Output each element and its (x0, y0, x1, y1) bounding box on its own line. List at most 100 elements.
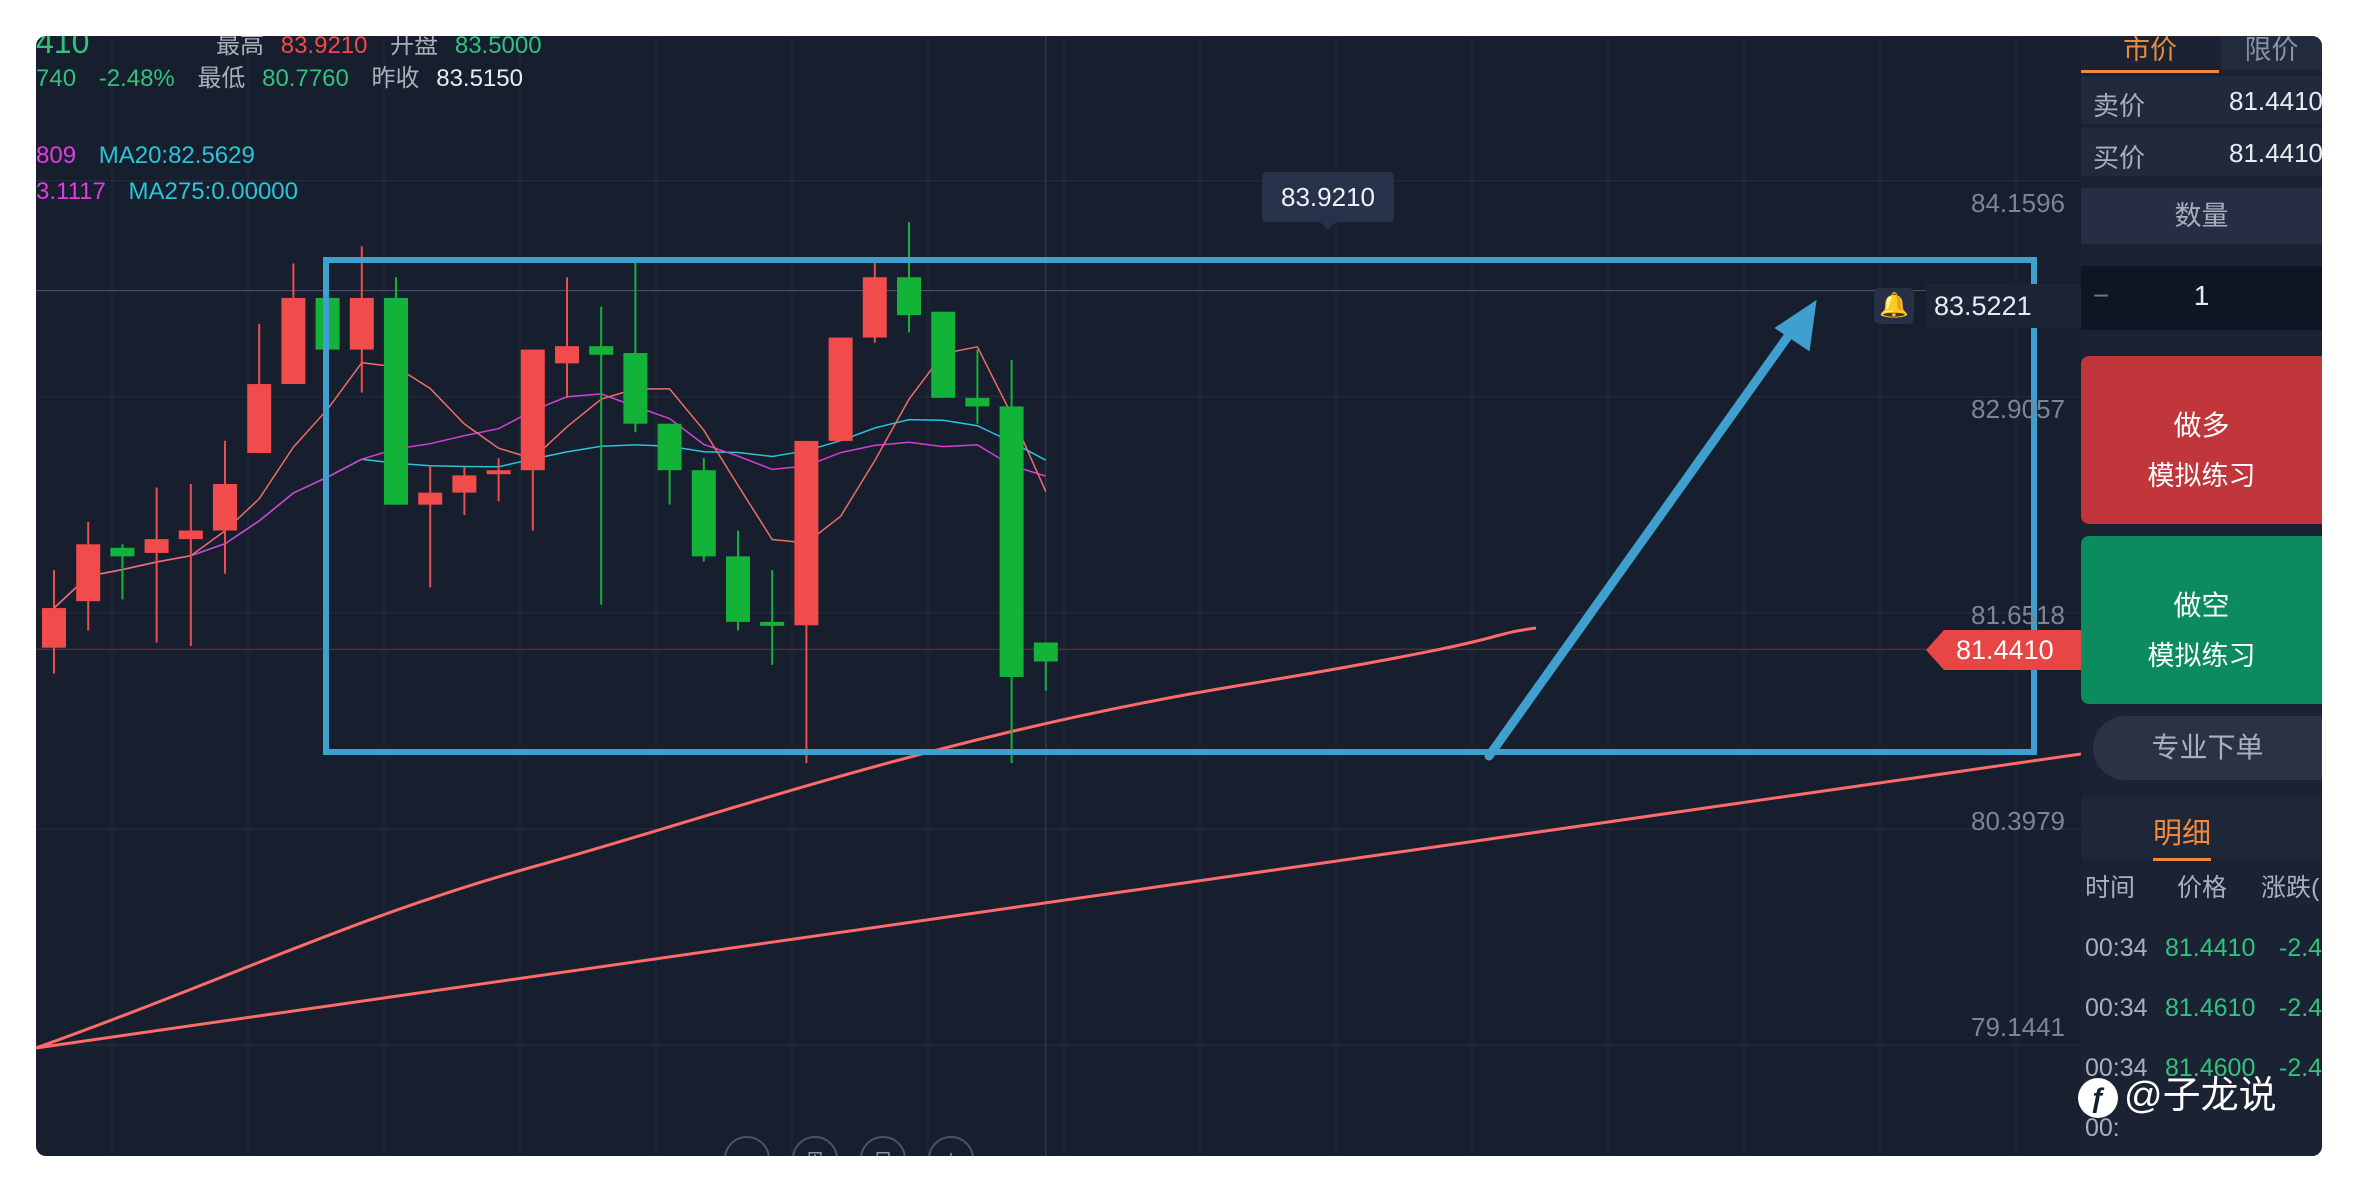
bell-icon[interactable]: 🔔 (1874, 288, 1914, 324)
range-box (323, 257, 2037, 755)
candle-body (794, 440, 819, 626)
trade-change: -2.4 (2279, 994, 2322, 1022)
buy-price-label: 买价 (2093, 143, 2146, 173)
ma5-line (53, 345, 1047, 609)
weibo-logo-icon: ƒ (2078, 1077, 2118, 1118)
table-row: 00:34 81.4410 -2.4 (2081, 934, 2322, 994)
trade-time: 00:34 (2085, 934, 2148, 962)
long-ma-curve (36, 626, 1537, 1050)
order-type-tabs: 市价 限价 (2081, 36, 2322, 73)
high-value: 83.9210 (280, 36, 368, 59)
candle-body (589, 346, 614, 355)
candle-body (555, 346, 579, 364)
candle-body (486, 470, 511, 475)
order-panel: 市价 限价 卖价 81.4410 买价 81.4410 数量 1 − 做多 模拟… (2081, 36, 2322, 1156)
sell-price-row: 卖价 81.4410 (2081, 76, 2322, 124)
tab-limit-price[interactable]: 限价 (2221, 36, 2322, 70)
candle-body (144, 539, 169, 553)
table-row: 00:34 81.4610 -2.4 (2081, 994, 2322, 1054)
ma10-value-partial: 809 (36, 142, 77, 169)
candle-body (178, 530, 203, 540)
tab-detail-label: 明细 (2153, 810, 2212, 861)
candle-body (623, 353, 648, 424)
quantity-title: 数量 (2081, 188, 2322, 244)
candle-body (999, 406, 1024, 677)
high-tooltip: 83.9210 (1262, 172, 1394, 230)
current-price-tag: 81.4410 (1926, 630, 2081, 670)
chart-canvas[interactable] (36, 36, 2081, 1156)
sell-price-value: 81.4410 (2229, 86, 2322, 116)
trade-change: -2.4 (2279, 1054, 2322, 1082)
table-row: 00: (2081, 1114, 2322, 1156)
sell-price-label: 卖价 (2093, 91, 2146, 121)
prev-close-value: 83.5150 (436, 65, 523, 92)
info-row-0: 410 最高 83.9210 开盘 83.5000 (36, 36, 542, 61)
buy-long-label: 做多 (2173, 410, 2230, 441)
tab-detail[interactable]: 明细 (2081, 798, 2322, 861)
open-value: 83.5000 (454, 36, 542, 59)
change-value: 740 (36, 65, 77, 92)
sell-short-sublabel: 模拟练习 (2147, 641, 2256, 671)
pro-order-button[interactable]: 专业下单 (2093, 716, 2322, 780)
info-row-1: 740 -2.48% 最低 80.7760 昨收 83.5150 (36, 58, 523, 93)
buy-price-row: 买价 81.4410 (2081, 128, 2322, 176)
candle-body (76, 544, 101, 602)
candle-body (520, 349, 545, 471)
open-label: 开盘 (390, 36, 439, 59)
up-arrow-shaft (1484, 313, 1806, 761)
candle-body (760, 621, 785, 626)
candle-body (247, 384, 272, 453)
candle-body (281, 297, 306, 385)
watermark-text: @子龙说 (2124, 1075, 2277, 1117)
candle-body (418, 492, 443, 505)
candle-body (110, 547, 135, 557)
last-price-partial: 410 (36, 36, 90, 60)
quantity-stepper[interactable]: 1 − (2081, 266, 2322, 330)
low-value: 80.7760 (262, 65, 349, 92)
candle-body (384, 297, 408, 505)
col-time-header: 时间 (2085, 874, 2136, 902)
sell-short-label: 做空 (2173, 590, 2230, 621)
price-axis-label: 80.3979 (1971, 806, 2065, 836)
trade-change: -2.4 (2279, 934, 2322, 962)
price-axis-label: 81.6518 (1971, 600, 2065, 630)
buy-price-value: 81.4410 (2229, 138, 2322, 168)
quantity-minus-button[interactable]: − (2093, 280, 2110, 311)
ma20-value: MA20:82.5629 (98, 142, 255, 169)
candle-body (862, 277, 887, 338)
quantity-value[interactable]: 1 (2193, 280, 2210, 311)
reference-line-tag[interactable]: 83.5221 (1926, 284, 2081, 328)
candle-body (452, 475, 477, 493)
watermark: ƒ @子龙说 (2078, 1064, 2277, 1119)
candle-body (349, 297, 374, 350)
trade-time: 00:34 (2085, 1054, 2148, 1082)
candlestick-chart[interactable]: 410 最高 83.9210 开盘 83.5000 740 -2.48% 最低 … (36, 36, 2081, 1156)
tab-market-price[interactable]: 市价 (2081, 36, 2219, 73)
candle-body (213, 484, 237, 531)
candle-body (691, 470, 716, 557)
ma-value-partial: 3.1117 (36, 178, 106, 205)
sell-short-button[interactable]: 做空 模拟练习 (2081, 536, 2322, 704)
long-ma-line (36, 752, 2081, 1050)
col-change-header: 涨跌( (2261, 874, 2320, 902)
candle-body (828, 337, 853, 441)
price-axis-label: 82.9057 (1971, 394, 2065, 424)
ma-row-1: 809 MA20:82.5629 (36, 142, 255, 170)
prev-close-label: 昨收 (371, 65, 420, 92)
candle-body (931, 311, 956, 398)
col-price-header: 价格 (2177, 874, 2228, 902)
trade-price: 81.4610 (2165, 994, 2256, 1022)
ma10-line (53, 393, 1047, 609)
trade-time: 00: (2085, 1114, 2120, 1142)
candle-body (657, 423, 682, 471)
change-percent: -2.48% (98, 65, 175, 92)
buy-long-button[interactable]: 做多 模拟练习 (2081, 356, 2322, 524)
trade-time: 00:34 (2085, 994, 2148, 1022)
candle-body (726, 556, 750, 622)
candle-body (897, 277, 921, 316)
ma-row-2: 3.1117 MA275:0.00000 (36, 178, 298, 206)
trade-price: 81.4600 (2165, 1054, 2256, 1082)
price-axis-label: 84.1596 (1971, 188, 2065, 218)
ma20-line (53, 418, 1047, 609)
candle-body (42, 608, 66, 648)
